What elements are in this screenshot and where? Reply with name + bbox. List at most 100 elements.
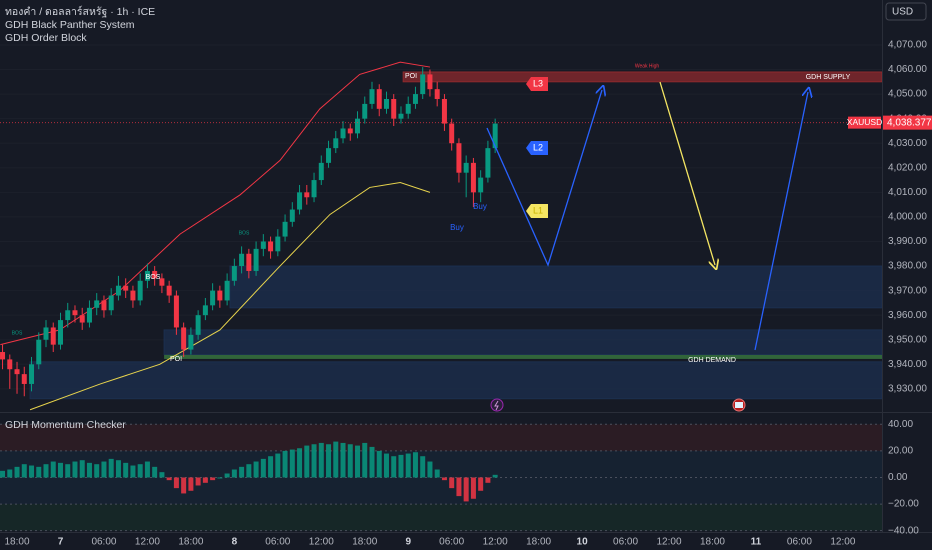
pane-title: GDH Momentum Checker (5, 419, 126, 431)
momentum-bar (260, 458, 266, 478)
candle-body (282, 221, 288, 237)
momentum-bar (21, 464, 27, 478)
candle-body (43, 327, 49, 340)
momentum-bar (123, 462, 129, 478)
momentum-bar (398, 454, 404, 478)
candle-body (405, 103, 411, 114)
chart-title: ทองคำ / ดอลลาร์สหรัฐ · 1h · ICE (5, 5, 155, 18)
candle-body (355, 118, 361, 134)
x-tick-label: 06:00 (439, 537, 464, 548)
oversold-band (0, 504, 882, 531)
momentum-bar (72, 461, 78, 478)
momentum-bar (0, 470, 6, 478)
momentum-bar (470, 477, 476, 499)
indicator-name: GDH Order Block (5, 32, 87, 44)
momentum-bar (318, 442, 324, 478)
candle-body (123, 285, 129, 291)
candle-body (383, 98, 389, 109)
momentum-bar (376, 450, 382, 478)
level-tag (526, 141, 548, 155)
momentum-bar (485, 477, 491, 483)
momentum-bar (137, 464, 143, 478)
candle-body (217, 290, 223, 301)
x-tick-label: 06:00 (91, 537, 116, 548)
y-tick-label: 4,000.00 (888, 212, 927, 223)
indicator-name: GDH Black Panther System (5, 19, 135, 31)
momentum-bar (224, 473, 230, 478)
x-tick-label: 9 (405, 537, 411, 548)
currency-button[interactable] (885, 2, 927, 21)
momentum-bar (202, 477, 208, 483)
text-layer: ทองคำ / ดอลลาร์สหรัฐ · 1h · ICE GDH Blac… (5, 2, 932, 548)
candle-body (224, 280, 230, 301)
candle-body (246, 253, 252, 271)
y-tick-label: 0.00 (888, 472, 908, 483)
annotation: BOS (12, 330, 23, 336)
y-tick-label: 3,930.00 (888, 384, 927, 395)
annotation: Buy (450, 223, 464, 232)
x-tick-label: 8 (232, 537, 238, 548)
momentum-bar (14, 466, 20, 478)
annotation: L2 (533, 142, 543, 152)
candle-body (456, 143, 462, 173)
candle-body (253, 248, 259, 271)
momentum-bar (239, 466, 245, 478)
level-tag (526, 204, 548, 218)
order-block-zone (163, 329, 883, 355)
y-tick-label: 3,950.00 (888, 334, 927, 345)
candle-body (152, 270, 158, 279)
momentum-bar (427, 461, 433, 478)
candle-body (297, 192, 303, 210)
momentum-bar (94, 464, 100, 478)
candle-body (449, 123, 455, 144)
annotation: Buy (473, 202, 487, 211)
y-tick-label: −40.00 (888, 525, 919, 536)
candle-body (362, 103, 368, 119)
symbol-tag (848, 116, 881, 129)
y-tick-label: 4,050.00 (888, 89, 927, 100)
momentum-bar (456, 477, 462, 497)
candle-body (398, 113, 404, 119)
y-tick-label: 3,990.00 (888, 236, 927, 247)
candle-body (311, 180, 317, 198)
candle-body (441, 98, 447, 124)
order-block-zone (29, 361, 883, 400)
momentum-bar (130, 465, 136, 478)
momentum-bar (333, 441, 339, 478)
candle-body (0, 352, 6, 360)
momentum-bar (7, 469, 13, 478)
momentum-bar (275, 453, 281, 478)
momentum-bar (188, 477, 194, 491)
momentum-bar (36, 466, 42, 478)
candle-body (188, 334, 194, 350)
x-tick-label: 12:00 (830, 537, 855, 548)
x-tick-label: 06:00 (787, 537, 812, 548)
momentum-bar (282, 450, 288, 478)
momentum-bar (383, 453, 389, 478)
momentum-bar (268, 456, 274, 478)
y-tick-label: 3,960.00 (888, 310, 927, 321)
candle-body (65, 310, 71, 321)
momentum-bar (463, 477, 469, 502)
momentum-bar (253, 461, 259, 478)
momentum-bar (304, 445, 310, 478)
momentum-bar (152, 466, 158, 478)
y-tick-label: 4,020.00 (888, 162, 927, 173)
candle-body (347, 128, 353, 134)
momentum-bar (246, 464, 252, 478)
candle-body (144, 270, 150, 281)
candle-body (485, 148, 491, 178)
candle-body (195, 315, 201, 335)
candle-body (391, 98, 397, 119)
momentum-bar (441, 477, 447, 481)
candle-body (478, 177, 484, 193)
candle-body (79, 315, 85, 323)
event-icon[interactable] (490, 398, 504, 412)
zone-layer (29, 71, 883, 400)
candle-body (275, 236, 281, 252)
projection-arrow (754, 92, 808, 351)
candle-body (318, 162, 324, 181)
x-tick-label: 06:00 (613, 537, 638, 548)
annotation: L3 (533, 78, 543, 88)
momentum-bar (210, 477, 216, 481)
